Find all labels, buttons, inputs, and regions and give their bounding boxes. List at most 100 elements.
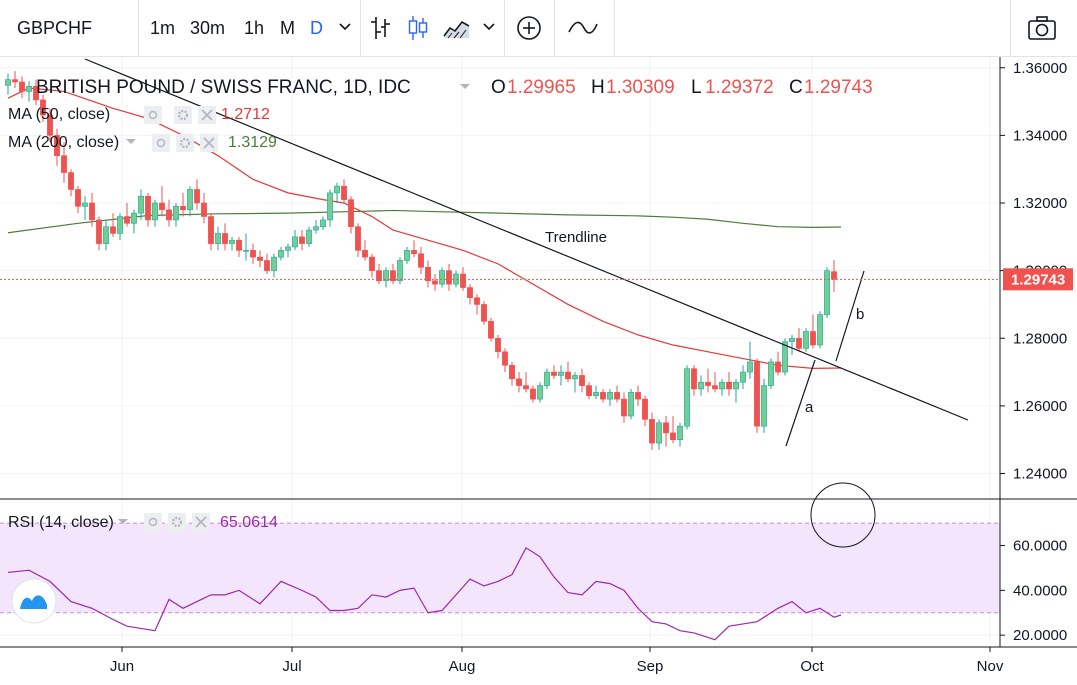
candle-body [229,239,235,244]
chevron-down-icon[interactable] [480,14,498,38]
candle [131,209,137,234]
ma50-value: 1.2712 [221,106,270,123]
candle-body [691,368,697,390]
candle [558,365,564,386]
candle [817,311,823,349]
eye-icon[interactable] [152,134,170,152]
candle [747,341,753,379]
candle-body [502,351,508,366]
tradingview-logo-button[interactable] [11,578,57,624]
candle-body [656,422,662,444]
chevron-down-icon[interactable] [118,519,128,524]
compare-icon[interactable] [566,14,600,42]
chevron-down-icon[interactable] [460,84,470,89]
candle [124,203,130,227]
candle-body [495,337,501,353]
add-indicator-icon[interactable] [515,14,543,42]
candle-body [579,375,585,386]
settings-icon[interactable] [176,134,194,152]
ohlc-high-label: H [591,77,605,98]
candle-body [572,375,578,380]
swing-line-a[interactable] [785,359,816,447]
candle-style-icon[interactable] [406,14,430,42]
candle-body [201,202,207,217]
candle [726,372,732,396]
candle-body [684,368,690,427]
candle [509,361,515,386]
candle-body [719,381,725,390]
chevron-down-icon[interactable] [126,139,136,144]
time-tick-label: Sep [637,658,664,675]
candle-body [600,392,606,400]
candle-body [89,202,95,221]
candle [89,192,95,227]
time-tick-label: Nov [977,658,1004,675]
candle-body [796,337,802,349]
candle [306,226,312,247]
candle-body [271,256,277,271]
interval-month[interactable]: M [280,18,295,38]
chevron-down-icon[interactable] [336,14,354,38]
interval-1h[interactable]: 1h [244,18,265,38]
candle [488,317,494,342]
candle-body [334,185,340,194]
candle-body [299,236,305,244]
time-tick-label: Jun [110,658,134,675]
candle-body [96,219,102,244]
candle-body [789,337,795,342]
rsi-highlight-circle[interactable] [810,482,876,548]
candle-body [439,270,445,285]
swing-line-b[interactable] [835,270,865,362]
candle [719,378,725,396]
camera-icon[interactable] [1026,14,1058,42]
candle [320,216,326,231]
time-axis[interactable]: Jun Jul Aug Sep Oct Nov [110,647,1004,675]
candle [810,314,816,349]
eye-icon[interactable] [144,513,162,531]
last-price-badge [1003,268,1073,291]
settings-icon[interactable] [174,106,192,124]
candle-body [551,371,557,376]
cloud-icon [20,595,47,609]
candle-body [61,155,67,173]
interval-30m[interactable]: 30m [190,18,226,38]
settings-icon[interactable] [168,513,186,531]
candle-body [348,199,354,227]
symbol-label[interactable]: GBPCHF [17,18,93,38]
interval-1m[interactable]: 1m [150,18,176,38]
chart-area[interactable]: Trendline a b 1.360001.340001.320001.300… [0,57,1077,685]
candle [362,240,368,261]
ma200-value: 1.3129 [228,134,277,151]
candle [775,351,781,376]
candle-body [264,260,270,271]
candle [341,179,347,204]
price-tick-label: 1.34000 [1013,127,1067,144]
candle-body [12,79,18,83]
candle-body [705,381,711,386]
candle [180,192,186,217]
candle-body [110,226,116,234]
candle [145,192,151,227]
candle [68,169,74,197]
candle-body [586,385,592,397]
candle-body [418,253,424,268]
candle [201,192,207,224]
candle [551,365,557,379]
candle [635,385,641,406]
rsi-axis[interactable]: 60.0000 40.0000 20.0000 [1000,538,1067,645]
trendline[interactable] [84,58,969,421]
candle [383,267,389,288]
candle-body [278,250,284,258]
area-style-icon[interactable] [442,14,472,42]
interval-day[interactable]: D [310,18,323,38]
candle-body [488,321,494,339]
bar-style-icon[interactable] [368,14,392,42]
candle-body [243,250,249,252]
swing-label-b: b [856,306,864,323]
candle [432,274,438,291]
candle-body [810,331,816,346]
eye-icon[interactable] [144,106,162,124]
candle-body [404,250,410,261]
candle [481,301,487,325]
candle-body [754,361,760,427]
